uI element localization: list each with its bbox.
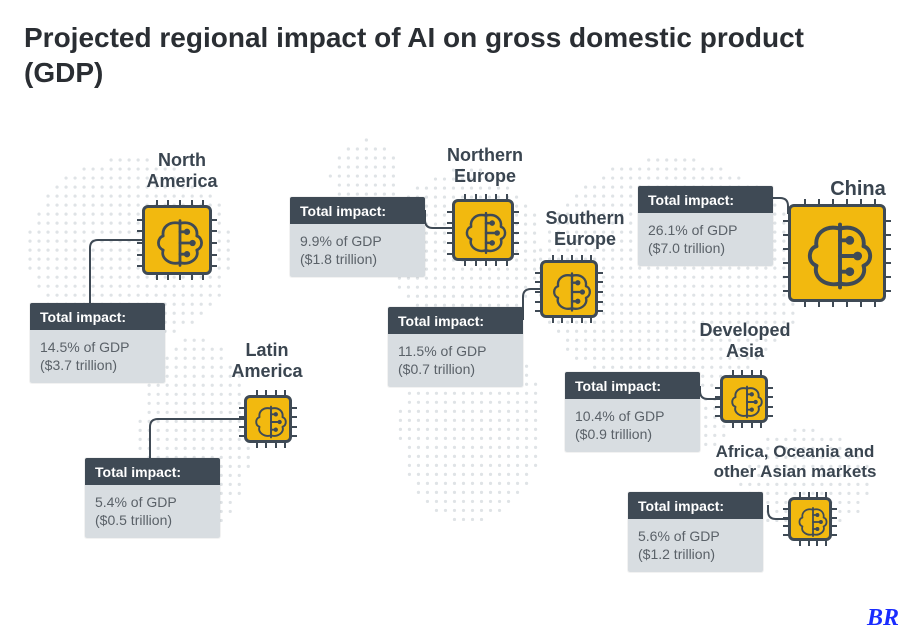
impact-body: 11.5% of GDP ($0.7 trillion) [388,334,523,387]
ai-chip-icon-north-america [142,205,212,275]
impact-body: 14.5% of GDP ($3.7 trillion) [30,330,165,383]
impact-body: 9.9% of GDP ($1.8 trillion) [290,224,425,277]
impact-box-northern-europe: Total impact: 9.9% of GDP ($1.8 trillion… [290,197,425,277]
source-logo: BR [867,605,899,632]
impact-head: Total impact: [85,458,220,485]
impact-body: 5.6% of GDP ($1.2 trillion) [628,519,763,572]
impact-body: 10.4% of GDP ($0.9 trillion) [565,399,700,452]
impact-body: 5.4% of GDP ($0.5 trillion) [85,485,220,538]
impact-box-africa-oceania: Total impact: 5.6% of GDP ($1.2 trillion… [628,492,763,572]
impact-head: Total impact: [30,303,165,330]
ai-chip-icon-latin-america [244,395,292,443]
impact-box-china: Total impact: 26.1% of GDP ($7.0 trillio… [638,186,773,266]
ai-chip-icon-northern-europe [452,199,514,261]
impact-head: Total impact: [638,186,773,213]
impact-body: 26.1% of GDP ($7.0 trillion) [638,213,773,266]
impact-box-southern-europe: Total impact: 11.5% of GDP ($0.7 trillio… [388,307,523,387]
impact-head: Total impact: [388,307,523,334]
page-title: Projected regional impact of AI on gross… [24,20,821,90]
ai-chip-icon-southern-europe [540,260,598,318]
impact-head: Total impact: [290,197,425,224]
ai-chip-icon-africa-oceania [788,497,832,541]
impact-box-developed-asia: Total impact: 10.4% of GDP ($0.9 trillio… [565,372,700,452]
ai-chip-icon-developed-asia [720,375,768,423]
impact-box-north-america: Total impact: 14.5% of GDP ($3.7 trillio… [30,303,165,383]
impact-head: Total impact: [628,492,763,519]
impact-head: Total impact: [565,372,700,399]
ai-chip-icon-china [788,204,886,302]
impact-box-latin-america: Total impact: 5.4% of GDP ($0.5 trillion… [85,458,220,538]
